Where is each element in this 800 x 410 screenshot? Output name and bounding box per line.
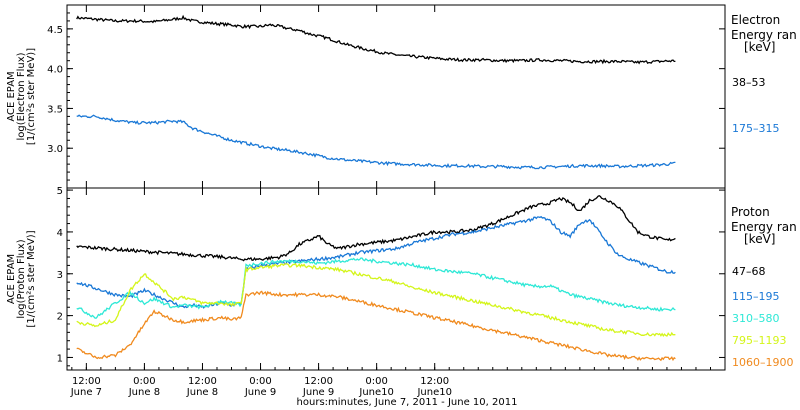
- proton-y-axis-title: ACE EPAM: [6, 254, 17, 304]
- electron-legend-item: 38–53: [732, 76, 766, 89]
- x-tick-time: 0:00: [133, 376, 155, 387]
- proton-y-tick-label: 2: [57, 312, 63, 323]
- proton-legend-item: 47–68: [732, 265, 766, 278]
- electron-y-tick-label: 3.5: [47, 104, 63, 115]
- x-tick-date: June 7: [70, 387, 102, 398]
- proton-plot-frame: [66, 187, 726, 371]
- x-tick-time: 12:00: [304, 376, 333, 387]
- proton-legend-title: Proton: [731, 205, 770, 219]
- electron-y-axis-title: [1/(cm²s ster MeV)]: [26, 48, 37, 145]
- electron-legend-item: 175–315: [732, 122, 780, 135]
- x-tick-date: June10: [358, 387, 394, 398]
- proton-series-0: [76, 194, 676, 262]
- electron-y-tick-label: 3.0: [47, 144, 63, 155]
- proton-legend-title: [keV]: [744, 232, 775, 246]
- x-tick-time: 12:00: [420, 376, 449, 387]
- x-tick-time: 0:00: [365, 376, 387, 387]
- proton-y-tick-label: 1: [57, 353, 63, 364]
- x-tick-time: 12:00: [188, 376, 217, 387]
- proton-y-tick-label: 5: [57, 186, 63, 197]
- proton-y-axis-title: [1/(cm²s ster MeV)]: [26, 230, 37, 327]
- x-axis-title: hours:minutes, June 7, 2011 - June 10, 2…: [297, 397, 518, 408]
- electron-plot-frame: [66, 4, 726, 189]
- electron-y-tick-label: 4.5: [47, 25, 63, 36]
- x-tick-date: June 8: [128, 387, 160, 398]
- electron-legend-title: Electron: [731, 13, 780, 27]
- proton-panel: 1 2 3 4 5 ACE EPAM log(Proton Flux) [1/(cm²s st…: [6, 186, 797, 371]
- x-tick-date: June 9: [244, 387, 276, 398]
- proton-y-tick-label: 4: [57, 228, 63, 239]
- electron-y-tick-label: 4.0: [47, 65, 63, 76]
- electron-y-axis-title: ACE EPAM: [6, 71, 17, 121]
- x-tick-date: June 8: [186, 387, 218, 398]
- proton-legend-item: 795–1193: [732, 334, 787, 347]
- electron-series-1: [76, 114, 676, 170]
- proton-series-1: [76, 215, 676, 309]
- electron-legend-title: [keV]: [744, 40, 775, 54]
- proton-series-2: [76, 257, 676, 320]
- proton-legend-title: Energy ran: [731, 220, 797, 234]
- x-tick-date: June 9: [302, 387, 334, 398]
- proton-legend-item: 115–195: [732, 290, 780, 303]
- electron-series-0: [76, 14, 676, 65]
- proton-y-tick-label: 3: [57, 270, 63, 281]
- electron-legend-title: Energy ran: [731, 28, 797, 42]
- x-tick-time: 12:00: [72, 376, 101, 387]
- electron-y-axis-title: log(Electron Flux): [16, 52, 27, 140]
- proton-series-4: [76, 290, 676, 362]
- proton-y-axis-title: log(Proton Flux): [16, 239, 27, 318]
- x-tick-time: 0:00: [249, 376, 271, 387]
- proton-legend-item: 1060–1900: [732, 356, 794, 369]
- proton-series-3: [76, 263, 676, 337]
- electron-panel: 3.0 3.5 4.0 4.5 ACE EPAM log(Electron Flux) [1…: [6, 4, 797, 189]
- x-tick-date: June10: [416, 387, 452, 398]
- proton-legend-item: 310–580: [732, 312, 780, 325]
